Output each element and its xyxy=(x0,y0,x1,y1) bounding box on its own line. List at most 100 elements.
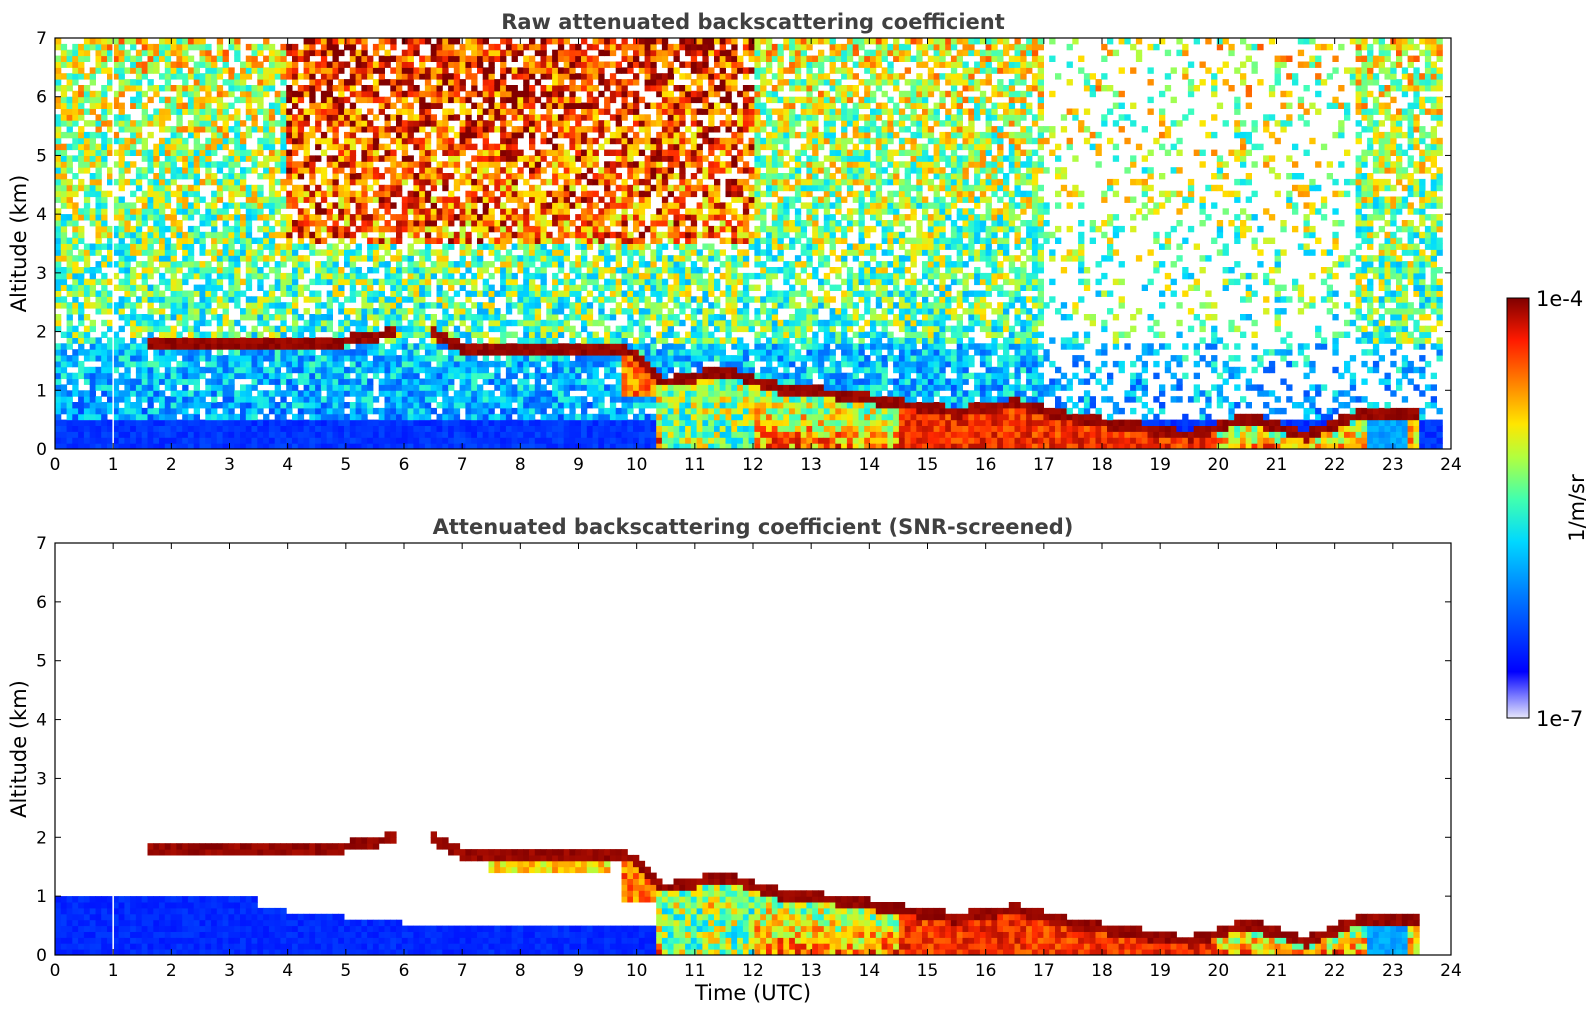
heatmap-cell xyxy=(164,255,172,262)
heatmap-cell xyxy=(159,96,166,104)
heatmap-cell xyxy=(124,38,131,45)
heatmap-cell xyxy=(494,319,501,327)
heatmap-cell xyxy=(471,61,478,68)
heatmap-cell xyxy=(199,396,206,403)
heatmap-cell xyxy=(326,419,333,426)
heatmap-cell xyxy=(424,196,432,203)
heatmap-cell xyxy=(390,161,397,168)
heatmap-cell xyxy=(124,255,131,262)
heatmap-cell xyxy=(424,249,432,256)
heatmap-cell xyxy=(378,355,385,362)
heatmap-cell xyxy=(338,79,345,86)
heatmap-cell xyxy=(216,372,224,380)
heatmap-cell xyxy=(193,120,200,127)
heatmap-cell xyxy=(413,355,420,362)
heatmap-cell xyxy=(448,43,455,51)
heatmap-cell xyxy=(60,437,68,444)
heatmap-cell xyxy=(424,131,432,139)
heatmap-cell xyxy=(511,220,518,227)
heatmap-cell xyxy=(471,155,478,162)
heatmap-cell xyxy=(401,131,409,139)
heatmap-cell xyxy=(124,290,131,297)
heatmap-cell xyxy=(280,90,287,98)
heatmap-cell xyxy=(320,302,328,309)
heatmap-cell xyxy=(159,390,166,397)
heatmap-cell xyxy=(199,120,206,127)
heatmap-cell xyxy=(118,90,125,98)
heatmap-cell xyxy=(384,278,391,286)
heatmap-cell xyxy=(72,79,79,86)
heatmap-cell xyxy=(55,178,62,186)
heatmap-cell xyxy=(511,178,518,186)
heatmap-cell xyxy=(205,90,212,98)
heatmap-cell xyxy=(401,390,409,397)
heatmap-cell xyxy=(500,90,507,98)
heatmap-cell xyxy=(436,390,443,397)
heatmap-cell xyxy=(124,302,131,309)
heatmap-cell xyxy=(320,149,328,156)
heatmap-cell xyxy=(396,267,403,274)
heatmap-cell xyxy=(176,184,183,192)
heatmap-cell xyxy=(234,360,241,368)
heatmap-cell xyxy=(263,120,270,127)
heatmap-cell xyxy=(505,167,513,174)
heatmap-cell xyxy=(552,55,559,62)
heatmap-cell xyxy=(540,196,547,203)
heatmap-cell xyxy=(205,355,212,362)
heatmap-cell xyxy=(459,237,466,244)
heatmap-cell xyxy=(159,419,166,426)
heatmap-cell xyxy=(274,102,281,109)
heatmap-cell xyxy=(436,79,443,86)
heatmap-cell xyxy=(413,143,420,151)
heatmap-cell xyxy=(378,378,385,385)
heatmap-cell xyxy=(534,190,542,198)
heatmap-cell xyxy=(234,431,241,438)
heatmap-cell xyxy=(222,137,229,145)
heatmap-cell xyxy=(540,49,547,57)
heatmap-cell xyxy=(407,425,414,432)
heatmap-cell xyxy=(222,220,229,227)
heatmap-cell xyxy=(557,360,565,368)
heatmap-cell xyxy=(211,67,218,74)
heatmap-cell xyxy=(95,378,102,385)
heatmap-cell xyxy=(413,49,420,57)
heatmap-cell xyxy=(118,61,125,68)
heatmap-cell xyxy=(546,61,553,68)
heatmap-cell xyxy=(95,437,102,444)
heatmap-cell xyxy=(326,314,333,321)
heatmap-cell xyxy=(494,378,501,385)
heatmap-cell xyxy=(66,73,73,80)
heatmap-cell xyxy=(361,378,368,385)
heatmap-cell xyxy=(205,114,212,121)
heatmap-cell xyxy=(546,372,553,380)
heatmap-cell xyxy=(182,325,189,333)
heatmap-cell xyxy=(378,73,385,80)
heatmap-cell xyxy=(477,196,484,203)
heatmap-cell xyxy=(55,249,62,256)
heatmap-cell xyxy=(315,319,322,327)
heatmap-cell xyxy=(135,178,143,186)
heatmap-cell xyxy=(124,443,131,450)
heatmap-cell xyxy=(101,308,108,315)
heatmap-cell xyxy=(176,302,183,309)
heatmap-cell xyxy=(482,126,489,133)
heatmap-cell xyxy=(107,337,114,344)
heatmap-cell xyxy=(494,196,501,203)
heatmap-cell xyxy=(274,272,281,280)
heatmap-cell xyxy=(130,308,137,315)
heatmap-cell xyxy=(112,261,120,268)
heatmap-cell xyxy=(245,85,253,92)
heatmap-cell xyxy=(257,378,264,385)
heatmap-cell xyxy=(482,202,489,209)
heatmap-cell xyxy=(164,425,172,432)
heatmap-cell xyxy=(361,319,368,327)
heatmap-cell xyxy=(292,437,299,444)
heatmap-cell xyxy=(135,55,143,62)
heatmap-cell xyxy=(413,38,420,45)
heatmap-cell xyxy=(303,196,310,203)
heatmap-cell xyxy=(292,349,299,356)
heatmap-cell xyxy=(523,355,530,362)
heatmap-cell xyxy=(320,67,328,74)
heatmap-cell xyxy=(320,73,328,80)
heatmap-cell xyxy=(130,278,137,286)
